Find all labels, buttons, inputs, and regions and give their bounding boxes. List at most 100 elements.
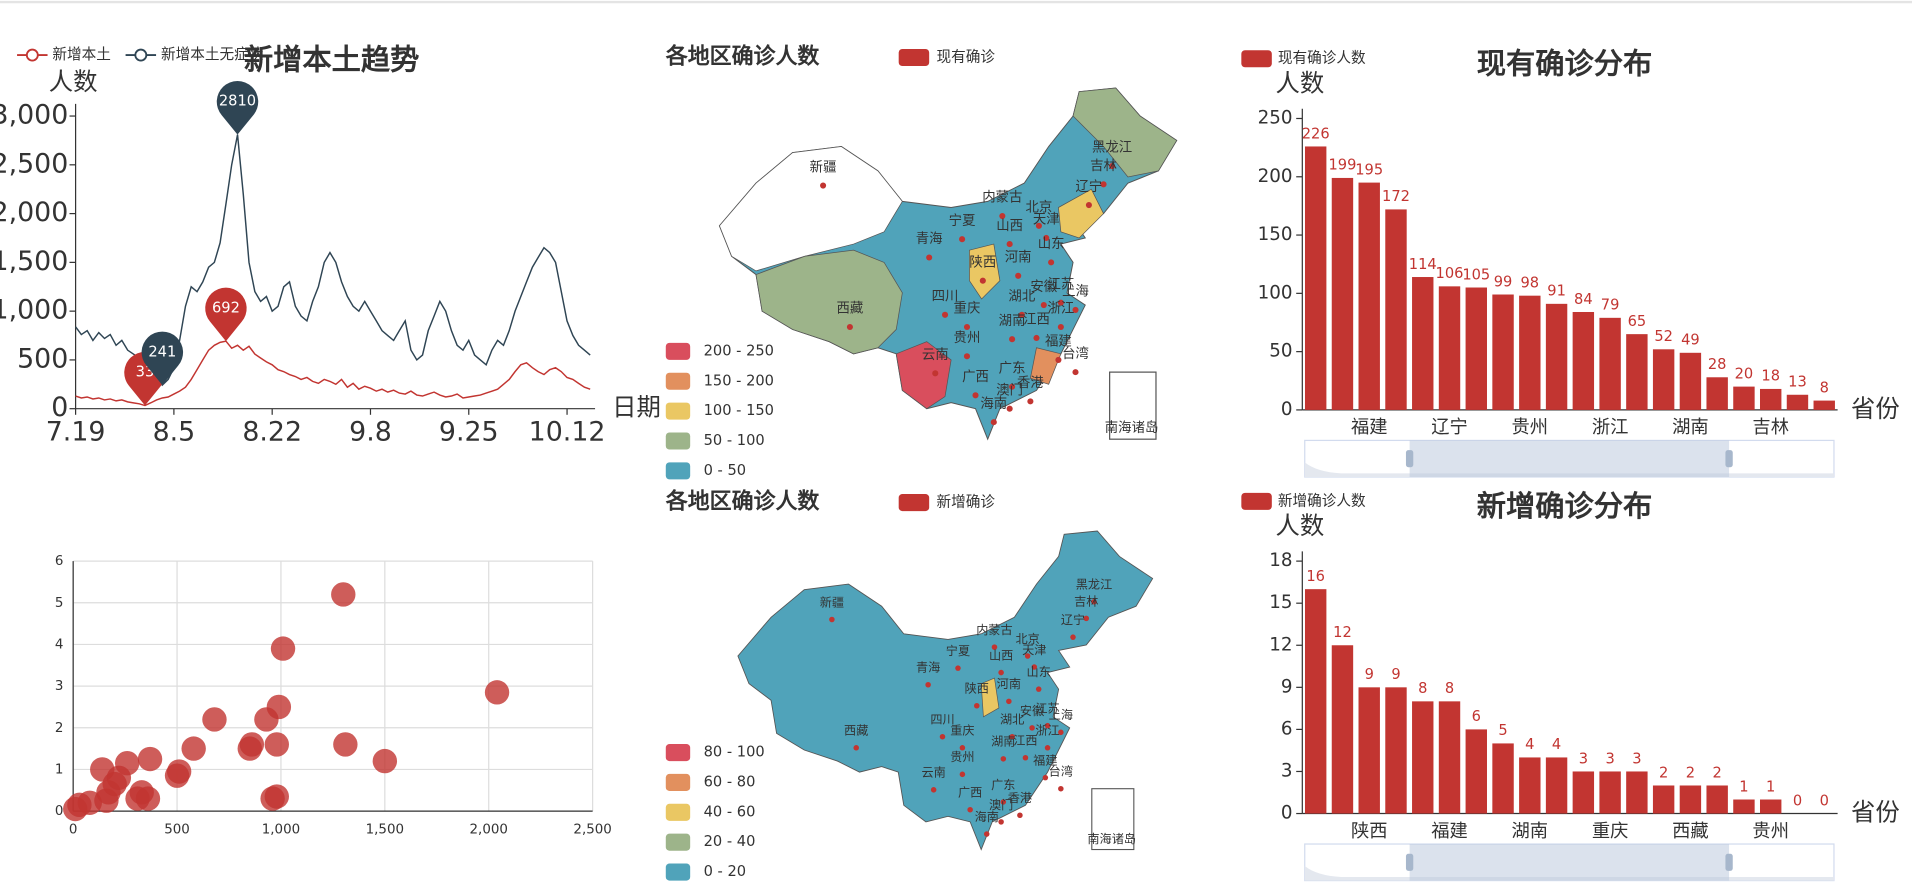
bar-value-label: 6 [1472, 708, 1481, 725]
mark-pin [141, 331, 184, 386]
legend-label: 现有确诊 [936, 49, 995, 66]
map-dot [932, 370, 939, 377]
bar [1759, 388, 1782, 410]
zoom-handle[interactable] [1725, 450, 1733, 468]
zoom-handle[interactable] [1405, 853, 1414, 871]
y-tick-label: 6 [55, 554, 64, 569]
y-tick-label: 500 [17, 343, 68, 374]
map-dot [930, 787, 937, 793]
bar-value-label: 98 [1521, 274, 1540, 291]
bar-value-label: 8 [1418, 680, 1427, 697]
bar-value-label: 8 [1820, 379, 1829, 396]
map-dot [959, 745, 966, 751]
y-tick-label: 200 [1258, 166, 1293, 187]
visual-map-label: 0 - 20 [704, 863, 747, 880]
visual-map-label: 40 - 60 [704, 803, 756, 820]
map-label: 河南 [1005, 249, 1032, 265]
map-dot [1043, 234, 1050, 242]
x-tick-label: 贵州 [1512, 417, 1549, 438]
map-region [980, 677, 1000, 718]
y-axis-name: 人数 [1275, 511, 1324, 540]
legend-symbol [898, 494, 930, 512]
map-label: 湖南 [999, 313, 1026, 329]
bar-value-label: 3 [1579, 750, 1588, 767]
zoom-window[interactable] [1409, 440, 1730, 477]
zoom-window[interactable] [1409, 844, 1730, 881]
visual-map-swatch [665, 372, 691, 390]
map-dot [820, 182, 827, 189]
map-label: 江苏 [1047, 276, 1074, 292]
bar-value-label: 12 [1333, 624, 1352, 641]
bar-value-label: 3 [1605, 750, 1614, 767]
x-tick-label: 浙江 [1592, 417, 1629, 438]
y-tick-label: 100 [1258, 282, 1293, 303]
bar [1679, 785, 1702, 814]
legend-label: 现有确诊人数 [1278, 50, 1366, 67]
x-tick-label: 9.25 [439, 417, 499, 448]
bar [1733, 386, 1755, 410]
y-tick-label: 2,000 [0, 197, 68, 228]
map-dot [1006, 405, 1013, 412]
y-tick-label: 12 [1269, 634, 1292, 655]
bar-value-label: 105 [1462, 266, 1490, 283]
map-region [969, 243, 1001, 300]
bar [1492, 294, 1514, 410]
x-tick-label: 陕西 [1351, 821, 1388, 842]
map-dot [1058, 729, 1064, 736]
bar [1786, 394, 1809, 410]
scatter-point [181, 736, 206, 761]
bar-value-label: 28 [1708, 356, 1727, 373]
scatter-point [484, 680, 510, 705]
map-label: 贵州 [954, 330, 981, 346]
zoom-handle[interactable] [1725, 853, 1733, 871]
bar-value-label: 5 [1498, 722, 1507, 739]
bar-value-label: 18 [1761, 368, 1780, 385]
scatter-point [137, 746, 163, 772]
x-tick-label: 1,000 [262, 822, 300, 837]
map-label: 香港 [1008, 791, 1032, 805]
bar-value-label: 91 [1547, 283, 1566, 300]
map-dot [1042, 774, 1049, 781]
map-label: 上海 [1062, 284, 1089, 300]
south-sea-box [1091, 788, 1135, 851]
map-label: 广西 [958, 786, 982, 800]
bar-value-label: 195 [1355, 161, 1383, 178]
y-tick-label: 1,500 [0, 246, 68, 277]
x-axis-name: 省份 [1851, 798, 1900, 827]
map-label: 台湾 [1062, 345, 1089, 362]
bar-value-label: 172 [1382, 188, 1410, 205]
y-axis-name: 人数 [1275, 68, 1324, 97]
bar [1385, 209, 1407, 410]
bar [1759, 799, 1782, 814]
y-tick-label: 250 [1258, 107, 1293, 128]
bar-value-label: 2 [1659, 764, 1668, 781]
map-label: 山西 [996, 218, 1023, 234]
map-label: 宁夏 [949, 212, 976, 229]
map-label: 西藏 [844, 724, 868, 738]
scatter-point [239, 732, 265, 757]
mark-label: 241 [148, 343, 176, 360]
y-tick-label: 3,000 [0, 100, 68, 131]
scatter-point [266, 694, 292, 720]
map-dot [1100, 181, 1107, 188]
bar-value-label: 9 [1365, 666, 1374, 683]
map-dot [979, 277, 986, 284]
y-tick-label: 150 [1258, 224, 1293, 245]
legend-symbol [1241, 50, 1272, 68]
scatter-point [264, 732, 289, 757]
x-tick-label: 8.22 [242, 417, 302, 448]
map-dot [1057, 299, 1064, 306]
x-tick-label: 辽宁 [1431, 417, 1468, 438]
map-dot [1000, 799, 1007, 805]
map-dot [1058, 785, 1064, 792]
map-dot [1009, 383, 1016, 390]
map-dot [974, 702, 980, 709]
map-dot [1040, 302, 1047, 309]
bar [1572, 771, 1595, 814]
zoom-handle[interactable] [1405, 450, 1414, 468]
map-dot [1035, 686, 1042, 692]
chart-title: 新增本土趋势 [244, 43, 420, 77]
bar-value-label: 9 [1391, 666, 1400, 683]
x-tick-label: 湖南 [1512, 821, 1549, 842]
